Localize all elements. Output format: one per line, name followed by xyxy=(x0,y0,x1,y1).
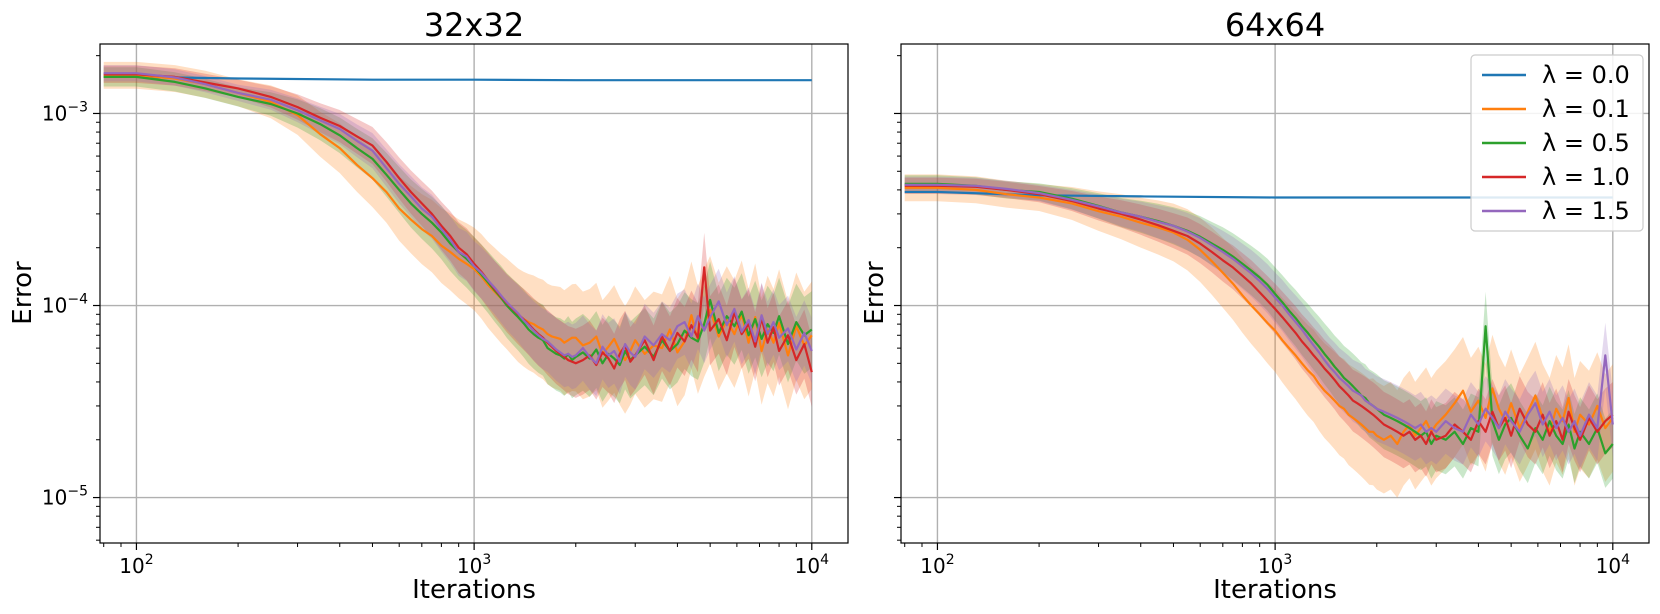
y-tick-exponent: −3 xyxy=(67,99,88,115)
legend: λ = 0.0 λ = 0.1 λ = 0.5 λ = 1.0 λ = 1.5 xyxy=(1470,54,1644,232)
plot-frame xyxy=(900,43,1650,544)
y-tick-base: 10 xyxy=(42,101,67,125)
y-axis-label: Error xyxy=(8,261,38,325)
y-tick-exponent: −4 xyxy=(67,292,88,308)
series-line-0-1 xyxy=(103,74,813,362)
series-line-1-5 xyxy=(904,183,1614,437)
band-0-5 xyxy=(103,67,812,404)
y-tick-label: 10−5 xyxy=(42,484,88,510)
series-line-1-5 xyxy=(103,72,813,365)
y-tick-label: 10−3 xyxy=(42,99,88,125)
y-tick-label: 10−4 xyxy=(42,292,88,318)
legend-label: λ = 0.5 xyxy=(1542,129,1630,157)
band-0-1 xyxy=(103,61,812,414)
x-tick-base: 10 xyxy=(1258,554,1283,578)
chart-title: 32x32 xyxy=(424,6,524,44)
legend-label: λ = 0.1 xyxy=(1542,95,1630,123)
x-tick-label: 102 xyxy=(119,552,153,578)
chart-panel-64x64: 64x64 102 103 104 Iterations Error λ = 0.0… xyxy=(860,6,1650,605)
chart-title: 64x64 xyxy=(1225,6,1325,44)
x-tick-base: 10 xyxy=(795,554,820,578)
x-tick-label: 104 xyxy=(795,552,829,578)
legend-label: λ = 1.0 xyxy=(1542,163,1630,191)
x-tick-label: 102 xyxy=(920,552,954,578)
x-tick-exponent: 4 xyxy=(1621,552,1630,568)
series-line-1-0 xyxy=(103,73,813,373)
x-tick-exponent: 4 xyxy=(820,552,829,568)
x-tick-exponent: 3 xyxy=(1283,552,1292,568)
band-1-5 xyxy=(103,65,812,396)
y-axis-label: Error xyxy=(860,261,890,325)
plot-frame xyxy=(99,43,849,544)
x-tick-base: 10 xyxy=(119,554,144,578)
x-axis-label: Iterations xyxy=(1213,575,1337,605)
x-tick-base: 10 xyxy=(1596,554,1621,578)
x-tick-exponent: 2 xyxy=(946,552,955,568)
legend-box xyxy=(1470,54,1644,232)
band-0-5 xyxy=(904,175,1613,488)
y-tick-exponent: −5 xyxy=(67,484,88,500)
x-tick-base: 10 xyxy=(920,554,945,578)
x-tick-exponent: 2 xyxy=(145,552,154,568)
legend-label: λ = 1.5 xyxy=(1542,197,1630,225)
band-1-0 xyxy=(904,177,1613,477)
x-tick-label: 104 xyxy=(1596,552,1630,578)
y-tick-base: 10 xyxy=(42,294,67,318)
x-tick-exponent: 3 xyxy=(482,552,491,568)
x-tick-base: 10 xyxy=(457,554,482,578)
band-1-0 xyxy=(103,65,812,407)
band-0-1 xyxy=(904,174,1613,498)
series-line-0-5 xyxy=(103,75,813,367)
legend-label: λ = 0.0 xyxy=(1542,61,1630,89)
x-tick-label: 103 xyxy=(1258,552,1292,578)
x-axis-label: Iterations xyxy=(412,575,536,605)
x-tick-label: 103 xyxy=(457,552,491,578)
y-tick-base: 10 xyxy=(42,486,67,510)
